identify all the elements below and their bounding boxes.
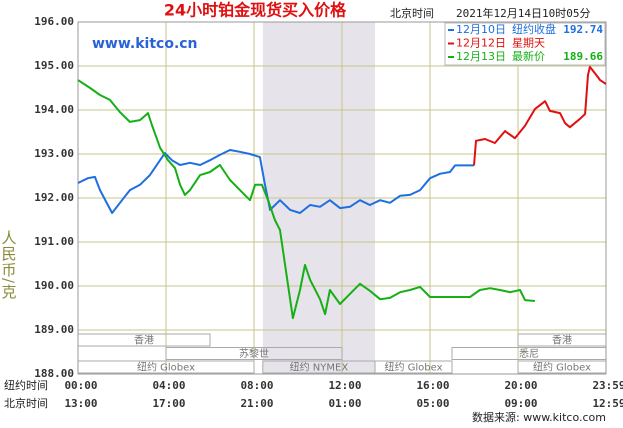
legend-text: 纽约收盘: [512, 22, 556, 36]
x-tick-label: 23:59: [592, 379, 623, 392]
x2-tick-label: 21:00: [240, 397, 273, 410]
legend-name: 12月12日: [456, 37, 506, 50]
series-line: [473, 65, 607, 166]
x2-tick-label: 05:00: [416, 397, 449, 410]
session-label: 纽约 NYMEX: [290, 361, 349, 374]
x2-tick-label: 13:00: [64, 397, 97, 410]
timestamp: 2021年12月14日10时05分: [456, 6, 590, 20]
legend-text: 最新价: [512, 49, 545, 63]
y-tick-label: 190.00: [34, 279, 74, 292]
y-tick-label: 189.00: [34, 323, 74, 336]
x2-tick-label: 09:00: [504, 397, 537, 410]
session-label: 纽约 Globex: [137, 361, 195, 374]
y-tick-label: 192.00: [34, 191, 74, 204]
legend-value: 192.74: [563, 23, 603, 36]
x-row-label: 北京时间: [4, 396, 48, 410]
legend-box: [444, 22, 606, 66]
x2-tick-label: 12:59: [592, 397, 623, 410]
x-tick-label: 04:00: [152, 379, 185, 392]
x2-tick-label: 01:00: [328, 397, 361, 410]
x-tick-label: 16:00: [416, 379, 449, 392]
session-box: [374, 360, 453, 374]
legend-value: 189.66: [563, 50, 603, 63]
x2-tick-label: 17:00: [152, 397, 185, 410]
y-tick-label: 191.00: [34, 235, 74, 248]
legend-name: 12月13日: [456, 50, 506, 63]
session-label: 香港: [552, 335, 572, 347]
legend-name: 12月10日: [456, 23, 506, 36]
x-tick-label: 00:00: [64, 379, 97, 392]
series-line: [77, 79, 535, 320]
source: 数据来源: www.kitco.com: [472, 410, 606, 424]
plot-border: [77, 21, 607, 375]
session-label: 香港: [134, 335, 154, 347]
x-row-label: 纽约时间: [4, 378, 48, 392]
session-label: 悉尼: [519, 348, 539, 360]
y-tick-label: 194.00: [34, 103, 74, 116]
watermark: www.kitco.cn: [92, 36, 198, 52]
x-tick-label: 12:00: [328, 379, 361, 392]
y-tick-label: 196.00: [34, 15, 74, 28]
y-tick-label: 195.00: [34, 59, 74, 72]
chart-title: 24小时铂金现货买入价格: [164, 1, 347, 20]
legend-text: 星期天: [512, 37, 545, 50]
session-box: [165, 347, 343, 360]
timezone-label: 北京时间: [390, 6, 434, 20]
x-tick-label: 08:00: [240, 379, 273, 392]
x-tick-label: 20:00: [504, 379, 537, 392]
y-tick-label: 193.00: [34, 147, 74, 160]
session-label: 纽约 Globex: [533, 361, 591, 374]
session-label: 纽约 Globex: [384, 361, 442, 374]
y-axis-label: 人民币/克: [0, 230, 18, 300]
y-tick-label: 188.00: [34, 367, 74, 380]
session-label: 苏黎世: [239, 347, 269, 360]
